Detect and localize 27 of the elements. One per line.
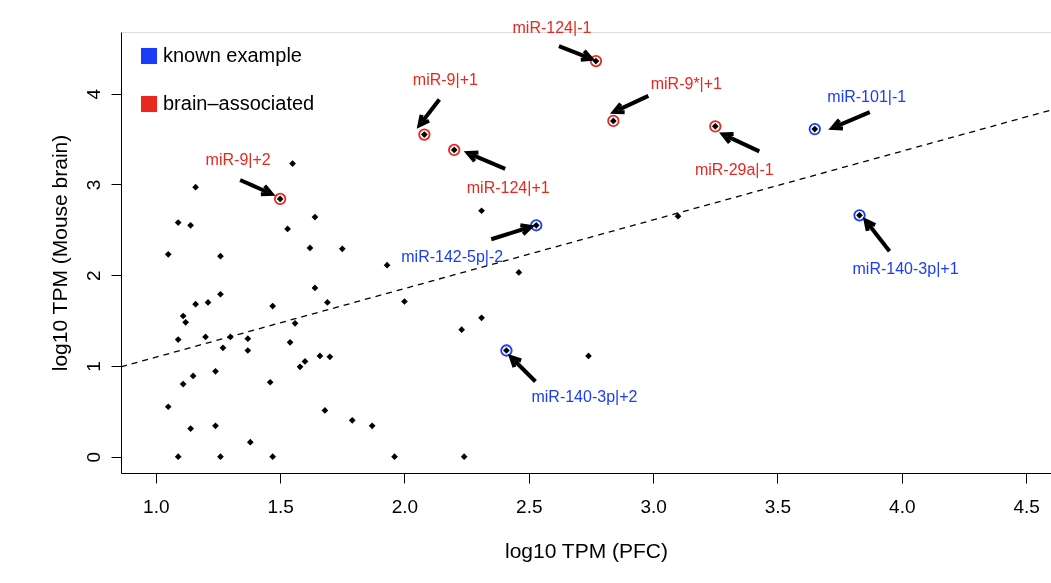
y-tick-label: 2	[82, 270, 104, 281]
x-axis-title: log10 TPM (PFC)	[505, 538, 668, 562]
annotation: miR-9|+2	[205, 150, 271, 168]
x-tick-label: 4.0	[889, 495, 916, 517]
legend-label: brain–associated	[163, 92, 315, 114]
annotation: miR-140-3p|+1	[852, 260, 959, 278]
y-tick-label: 0	[82, 451, 104, 463]
y-tick-label: 4	[82, 88, 104, 100]
y-tick-label: 3	[82, 179, 104, 191]
annotation: miR-9*|+1	[650, 74, 723, 92]
y-axis-title: log10 TPM (Mouse brain)	[47, 134, 71, 372]
annotation: miR-124|+1	[466, 178, 550, 196]
x-tick-label: 3.0	[640, 495, 667, 517]
annotation: miR-9|+1	[412, 70, 478, 88]
x-tick-label: 1.5	[267, 495, 294, 517]
x-tick-label: 3.5	[764, 495, 792, 517]
annotation: miR-142-5p|-2	[401, 248, 504, 266]
x-tick-label: 4.5	[1013, 495, 1040, 517]
legend-label: known example	[163, 44, 302, 66]
annotation: miR-140-3p|+2	[531, 387, 638, 405]
x-tick-label: 1.0	[143, 495, 170, 517]
annotation: miR-101|-1	[827, 88, 907, 106]
x-tick-label: 2.0	[391, 495, 419, 517]
y-tick-label: 1	[82, 361, 104, 372]
annotation: miR-29a|-1	[694, 161, 774, 179]
x-tick-label: 2.5	[516, 495, 543, 517]
annotation: miR-124|-1	[512, 19, 592, 37]
